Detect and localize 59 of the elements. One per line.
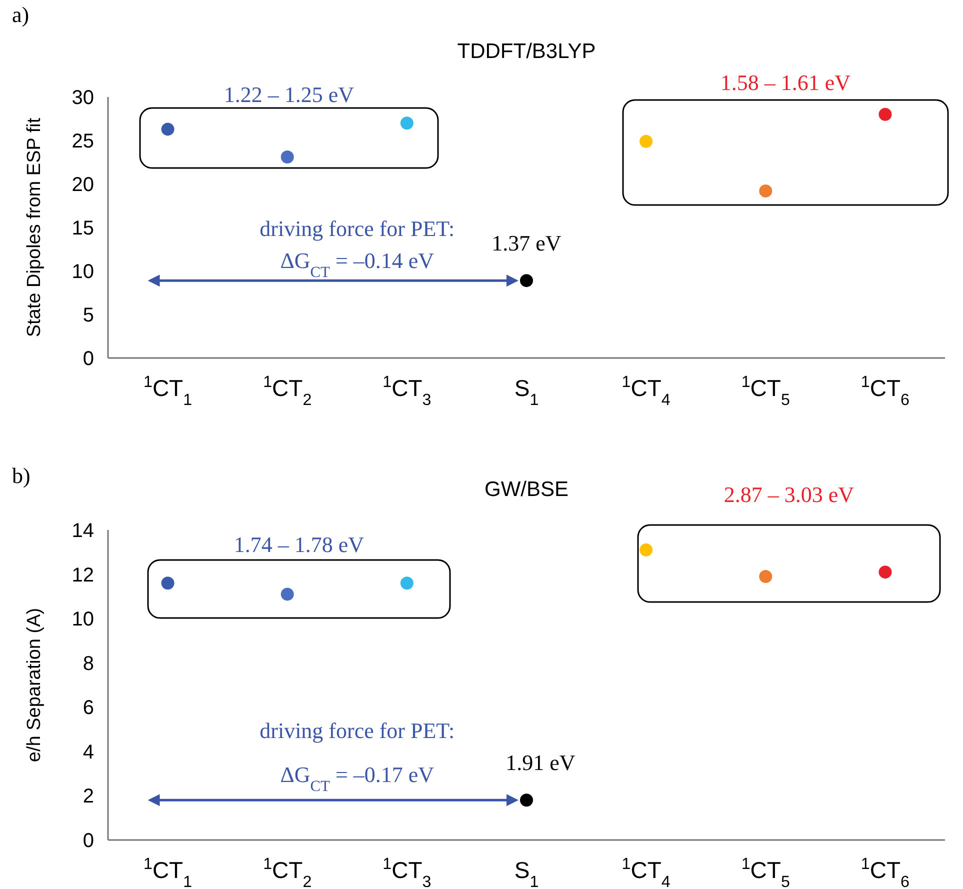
y-tick-label: 20 bbox=[72, 174, 94, 196]
y-tick-label: 10 bbox=[72, 261, 94, 283]
point bbox=[878, 566, 892, 579]
x-tick-label: $^{1}$CT$_{4}$ bbox=[622, 855, 670, 889]
y-tick-label: 25 bbox=[72, 130, 94, 152]
point bbox=[759, 184, 772, 198]
text: 2.87 – 3.03 eV bbox=[724, 482, 854, 507]
point bbox=[280, 588, 294, 601]
x-tick-label: $^{1}$CT$_{6}$ bbox=[860, 855, 910, 889]
x-tick-label: $^{1}$CT$_{2}$ bbox=[263, 373, 312, 409]
annotation: ΔG$_{CT}$ = –0.17 eV bbox=[280, 762, 434, 794]
annotation: 1.74 – 1.78 eV bbox=[234, 532, 364, 557]
text: 1.58 – 1.61 eV bbox=[720, 70, 851, 95]
annotation: driving force for PET: bbox=[260, 216, 455, 241]
annotation: 1.22 – 1.25 eV bbox=[224, 82, 354, 107]
x-tick-label: $^{1}$CT$_{2}$ bbox=[263, 855, 312, 889]
annotation: 1.37 eV bbox=[492, 230, 562, 256]
x-tick-label: $^{1}$CT$_{4}$ bbox=[622, 373, 670, 409]
point bbox=[161, 576, 174, 590]
y-tick-label: 0 bbox=[82, 348, 94, 370]
y-axis-title: e/h Separation (A) bbox=[24, 608, 45, 762]
annotation: 1.91 eV bbox=[506, 750, 576, 776]
chart-title: GW/BSE bbox=[484, 478, 569, 501]
point bbox=[520, 794, 533, 807]
point bbox=[400, 116, 414, 130]
y-tick-label: 15 bbox=[72, 218, 94, 240]
x-tick-label: S$_{1}$ bbox=[514, 375, 539, 409]
chart-title: TDDFT/B3LYP bbox=[457, 40, 596, 63]
point bbox=[280, 150, 294, 164]
annotation: driving force for PET: bbox=[260, 718, 455, 743]
x-tick-label: S$_{1}$ bbox=[514, 857, 539, 889]
point bbox=[640, 543, 653, 556]
point bbox=[400, 576, 414, 590]
point bbox=[520, 274, 533, 288]
y-tick-label: 2 bbox=[82, 786, 94, 808]
y-tick-label: 6 bbox=[82, 697, 94, 720]
x-tick-label: $^{1}$CT$_{1}$ bbox=[143, 855, 192, 889]
y-tick-label: 4 bbox=[82, 741, 94, 764]
y-tick-label: 8 bbox=[82, 652, 94, 675]
x-tick-label: $^{1}$CT$_{1}$ bbox=[143, 373, 192, 409]
x-tick-label: $^{1}$CT$_{5}$ bbox=[741, 855, 790, 889]
point bbox=[640, 134, 653, 148]
y-tick-label: 0 bbox=[82, 830, 94, 852]
x-tick-label: $^{1}$CT$_{5}$ bbox=[741, 373, 790, 409]
x-tick-label: $^{1}$CT$_{6}$ bbox=[860, 373, 910, 409]
y-tick-label: 12 bbox=[72, 564, 94, 586]
y-tick-label: 5 bbox=[82, 304, 94, 326]
point bbox=[878, 108, 892, 121]
y-axis-title: State Dipoles from ESP fit bbox=[24, 117, 45, 338]
point bbox=[759, 570, 772, 583]
text: a) bbox=[12, 2, 30, 27]
y-tick-label: 30 bbox=[72, 87, 94, 109]
y-tick-label: 10 bbox=[72, 608, 94, 631]
point bbox=[161, 122, 174, 136]
text: b) bbox=[12, 463, 30, 488]
annotation: ΔG$_{CT}$ = –0.14 eV bbox=[280, 248, 434, 280]
y-tick-label: 14 bbox=[72, 520, 94, 542]
x-tick-label: $^{1}$CT$_{3}$ bbox=[382, 855, 432, 889]
x-tick-label: $^{1}$CT$_{3}$ bbox=[382, 373, 432, 409]
